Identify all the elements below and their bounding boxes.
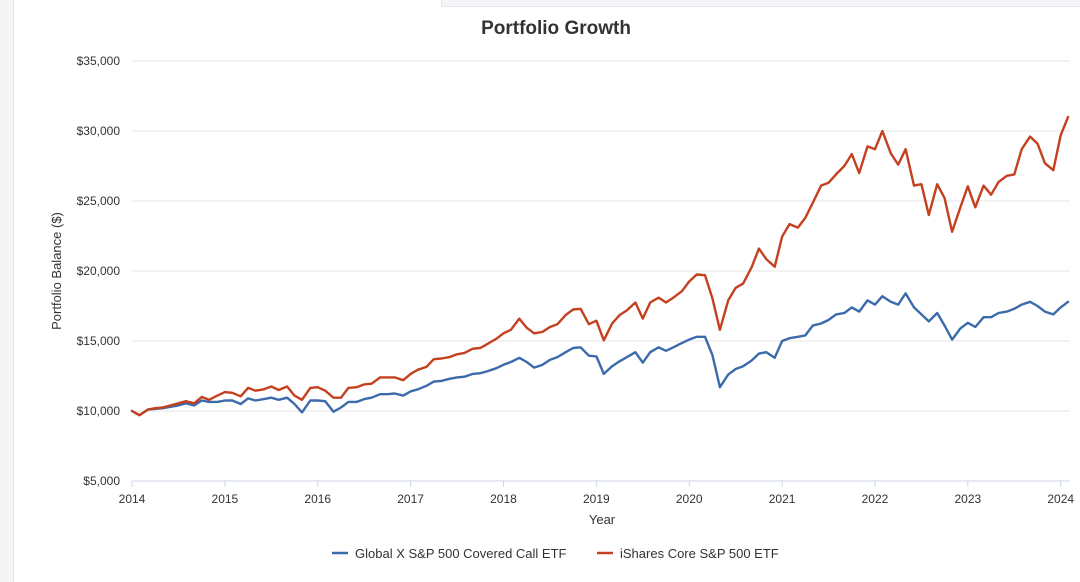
legend-label: iShares Core S&P 500 ETF (620, 546, 779, 561)
x-tick-label: 2024 (1047, 492, 1074, 506)
series-lines (130, 115, 1070, 417)
x-tick-label: 2022 (862, 492, 889, 506)
legend-item-1[interactable]: Global X S&P 500 Covered Call ETF (332, 546, 567, 561)
legend[interactable]: Global X S&P 500 Covered Call ETF iShares… (332, 546, 779, 561)
sidebar-edge (0, 0, 14, 582)
series-line-1 (130, 292, 1070, 417)
x-tick-label: 2018 (490, 492, 517, 506)
header-panel-edge (441, 0, 1080, 7)
y-tick-label: $25,000 (77, 194, 121, 208)
y-axis-label: Portfolio Balance ($) (49, 212, 64, 330)
series-line-2 (130, 115, 1070, 417)
y-tick-label: $35,000 (77, 54, 121, 68)
x-axis-label: Year (589, 512, 616, 527)
y-tick-label: $15,000 (77, 334, 121, 348)
chart-title: Portfolio Growth (481, 18, 631, 39)
x-tick-label: 2016 (304, 492, 331, 506)
x-tick-label: 2023 (954, 492, 981, 506)
y-tick-label: $20,000 (77, 264, 121, 278)
x-tick-label: 2021 (769, 492, 796, 506)
y-tick-label: $5,000 (83, 474, 120, 488)
grid-lines (132, 60, 1070, 482)
x-tick-label: 2017 (397, 492, 424, 506)
y-axis-ticks: $5,000 $10,000 $15,000 $20,000 $25,000 $30,00… (77, 54, 121, 488)
x-tick-label: 2015 (212, 492, 239, 506)
legend-label: Global X S&P 500 Covered Call ETF (355, 546, 567, 561)
x-tick-label: 2020 (676, 492, 703, 506)
x-tick-label: 2019 (583, 492, 610, 506)
x-tick-label: 2014 (119, 492, 146, 506)
y-tick-label: $30,000 (77, 124, 121, 138)
y-tick-label: $10,000 (77, 404, 121, 418)
legend-item-2[interactable]: iShares Core S&P 500 ETF (597, 546, 779, 561)
x-axis-ticks: 2014 2015 2016 2017 2018 2019 2020 2021 2022 2023… (119, 480, 1074, 506)
